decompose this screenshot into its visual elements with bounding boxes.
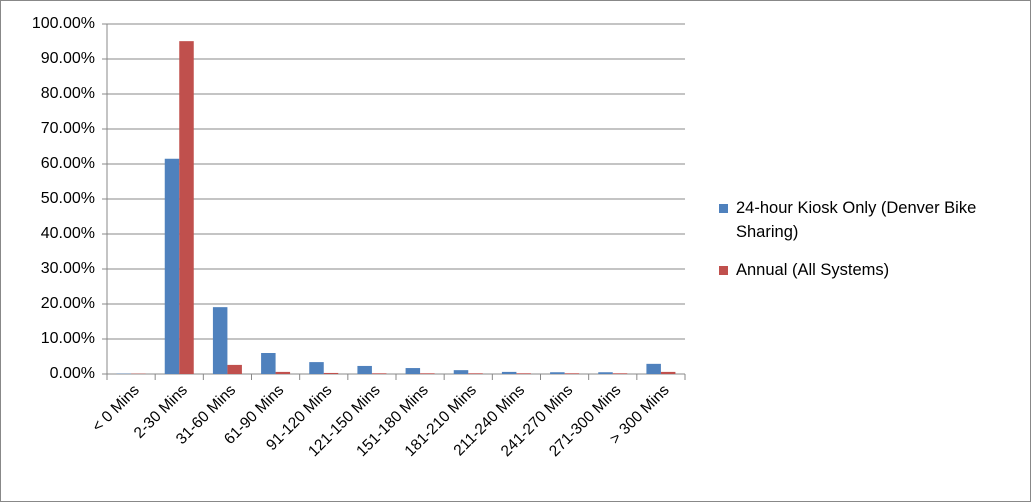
bar <box>261 353 276 374</box>
bar <box>612 373 628 374</box>
bar <box>323 372 339 374</box>
bar <box>309 362 324 374</box>
legend-swatch <box>719 204 728 213</box>
bar <box>275 371 291 374</box>
bar <box>371 373 387 374</box>
y-tick-label: 80.00% <box>41 85 95 102</box>
legend-item: Annual (All Systems) <box>719 258 1019 282</box>
y-tick-label: 20.00% <box>41 295 95 312</box>
y-tick-label: 100.00% <box>32 15 95 32</box>
bar <box>357 365 372 374</box>
bar <box>164 158 180 374</box>
legend: 24-hour Kiosk Only (Denver Bike Sharing)… <box>719 196 1019 296</box>
bar <box>598 372 613 374</box>
bar <box>646 363 661 374</box>
y-tick-label: 90.00% <box>41 50 95 67</box>
bar <box>420 373 435 374</box>
legend-item: 24-hour Kiosk Only (Denver Bike Sharing) <box>719 196 1019 244</box>
bar <box>550 372 565 374</box>
y-tick-label: 60.00% <box>41 155 95 172</box>
legend-label: Annual (All Systems) <box>736 261 890 279</box>
y-tick-label: 40.00% <box>41 225 95 242</box>
y-tick-label: 50.00% <box>41 190 95 207</box>
legend-label: 24-hour Kiosk Only (Denver Bike Sharing) <box>736 199 977 241</box>
bar <box>660 371 676 374</box>
y-tick-label: 10.00% <box>41 330 95 347</box>
bar <box>179 41 194 375</box>
bar <box>453 370 469 374</box>
bar <box>564 373 580 374</box>
y-tick-label: 30.00% <box>41 260 95 277</box>
bar <box>501 371 517 374</box>
bar <box>516 373 531 374</box>
bar <box>227 364 242 374</box>
bar <box>212 307 228 374</box>
y-tick-label: 70.00% <box>41 120 95 137</box>
y-tick-label: 0.00% <box>50 365 95 382</box>
bar <box>405 368 421 374</box>
legend-swatch <box>719 266 728 275</box>
bar <box>468 373 483 374</box>
